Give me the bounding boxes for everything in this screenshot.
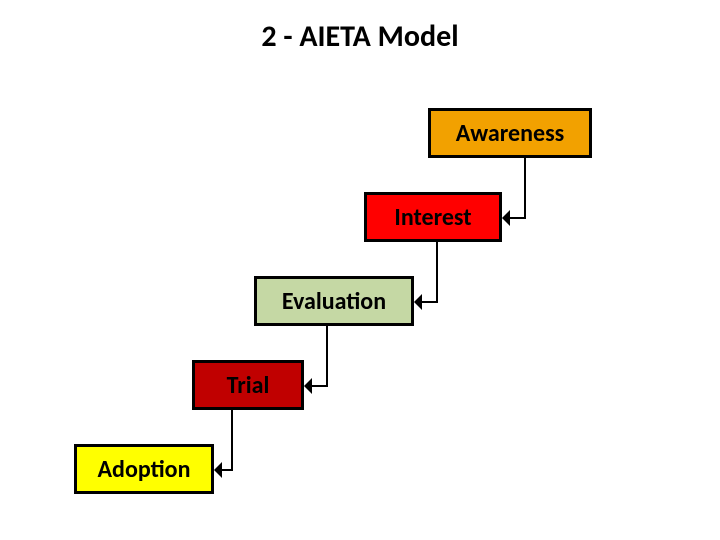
- edge-awareness-interest-h: [510, 217, 526, 219]
- node-label-interest: Interest: [394, 203, 471, 232]
- edge-interest-evaluation-h: [422, 301, 438, 303]
- edge-awareness-interest-arrow: [502, 210, 510, 226]
- edge-interest-evaluation-v: [436, 242, 438, 303]
- edge-evaluation-trial-v: [326, 326, 328, 387]
- node-label-adoption: Adoption: [98, 455, 191, 484]
- node-trial: Trial: [192, 360, 304, 410]
- node-awareness: Awareness: [428, 108, 592, 158]
- edge-interest-evaluation-arrow: [414, 294, 422, 310]
- node-label-trial: Trial: [227, 371, 270, 400]
- node-adoption: Adoption: [74, 444, 214, 494]
- edge-awareness-interest-v: [524, 158, 526, 219]
- node-label-evaluation: Evaluation: [282, 287, 386, 316]
- edge-evaluation-trial-arrow: [304, 378, 312, 394]
- edge-trial-adoption-h: [222, 469, 233, 471]
- edge-trial-adoption-arrow: [214, 462, 222, 478]
- node-interest: Interest: [364, 192, 502, 242]
- diagram-title: 2 - AIETA Model: [0, 18, 720, 55]
- edge-trial-adoption-v: [231, 410, 233, 471]
- edge-evaluation-trial-h: [312, 385, 328, 387]
- node-evaluation: Evaluation: [254, 276, 414, 326]
- node-label-awareness: Awareness: [456, 119, 564, 148]
